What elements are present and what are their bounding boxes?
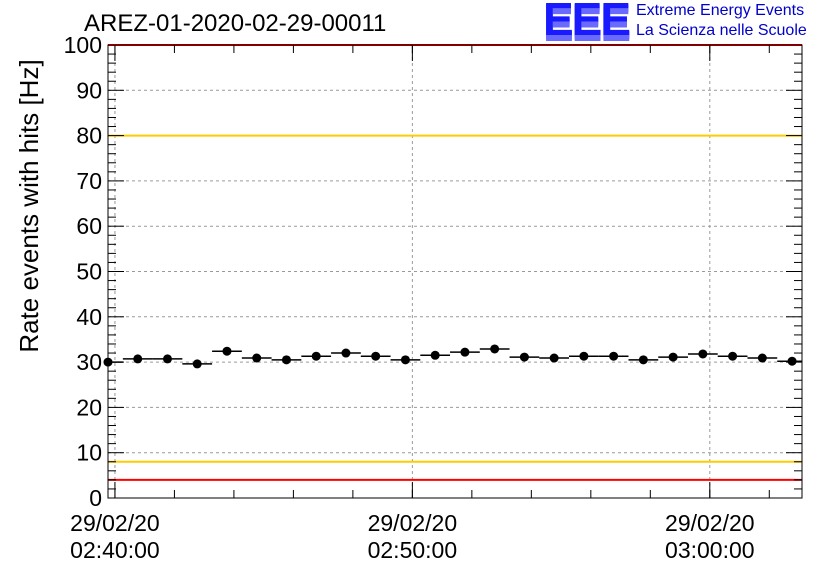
y-tick-label: 50 <box>76 259 102 285</box>
data-point <box>252 353 262 363</box>
data-point <box>430 350 440 360</box>
data-point <box>728 351 738 361</box>
y-tick-label: 0 <box>89 485 102 511</box>
x-tick-date: 29/02/20 <box>70 510 160 536</box>
data-point <box>460 347 470 357</box>
y-tick-label: 30 <box>76 349 102 375</box>
data-point <box>371 351 381 361</box>
y-tick-label: 60 <box>76 213 102 239</box>
data-point <box>103 357 113 367</box>
data-point <box>638 355 648 365</box>
data-point <box>519 352 529 362</box>
x-tick-time: 02:40:00 <box>70 537 160 563</box>
data-point <box>222 346 232 356</box>
data-point <box>787 356 797 366</box>
y-tick-label: 10 <box>76 440 102 466</box>
data-point <box>579 351 589 361</box>
data-point <box>609 351 619 361</box>
data-point <box>281 355 291 365</box>
data-point <box>133 354 143 364</box>
x-tick-date: 29/02/20 <box>665 510 755 536</box>
logo-mark: EEE <box>543 0 631 45</box>
y-tick-label: 70 <box>76 168 102 194</box>
data-point <box>162 354 172 364</box>
data-point <box>698 349 708 359</box>
data-point <box>668 352 678 362</box>
eee-logo: EEE Extreme Energy Events La Scienza nel… <box>543 0 833 46</box>
logo-line-2: La Scienza nelle Scuole <box>636 22 807 39</box>
y-tick-label: 20 <box>76 394 102 420</box>
data-point <box>341 348 351 358</box>
y-tick-label: 80 <box>76 123 102 149</box>
y-axis-label: Rate events with hits [Hz] <box>14 59 44 352</box>
x-tick-time: 03:00:00 <box>665 537 755 563</box>
x-tick-date: 29/02/20 <box>368 510 458 536</box>
x-tick-time: 02:50:00 <box>368 537 458 563</box>
data-point <box>757 353 767 363</box>
plot-frame <box>107 44 803 499</box>
chart-title: AREZ-01-2020-02-29-00011 <box>84 10 387 37</box>
data-point <box>311 351 321 361</box>
logo-line-1: Extreme Energy Events <box>636 2 805 19</box>
data-point <box>400 355 410 365</box>
y-tick-label: 40 <box>76 304 102 330</box>
y-tick-label: 100 <box>64 32 102 58</box>
data-point <box>192 359 202 369</box>
data-point <box>549 353 559 363</box>
y-tick-label: 90 <box>76 77 102 103</box>
data-point <box>490 344 500 354</box>
